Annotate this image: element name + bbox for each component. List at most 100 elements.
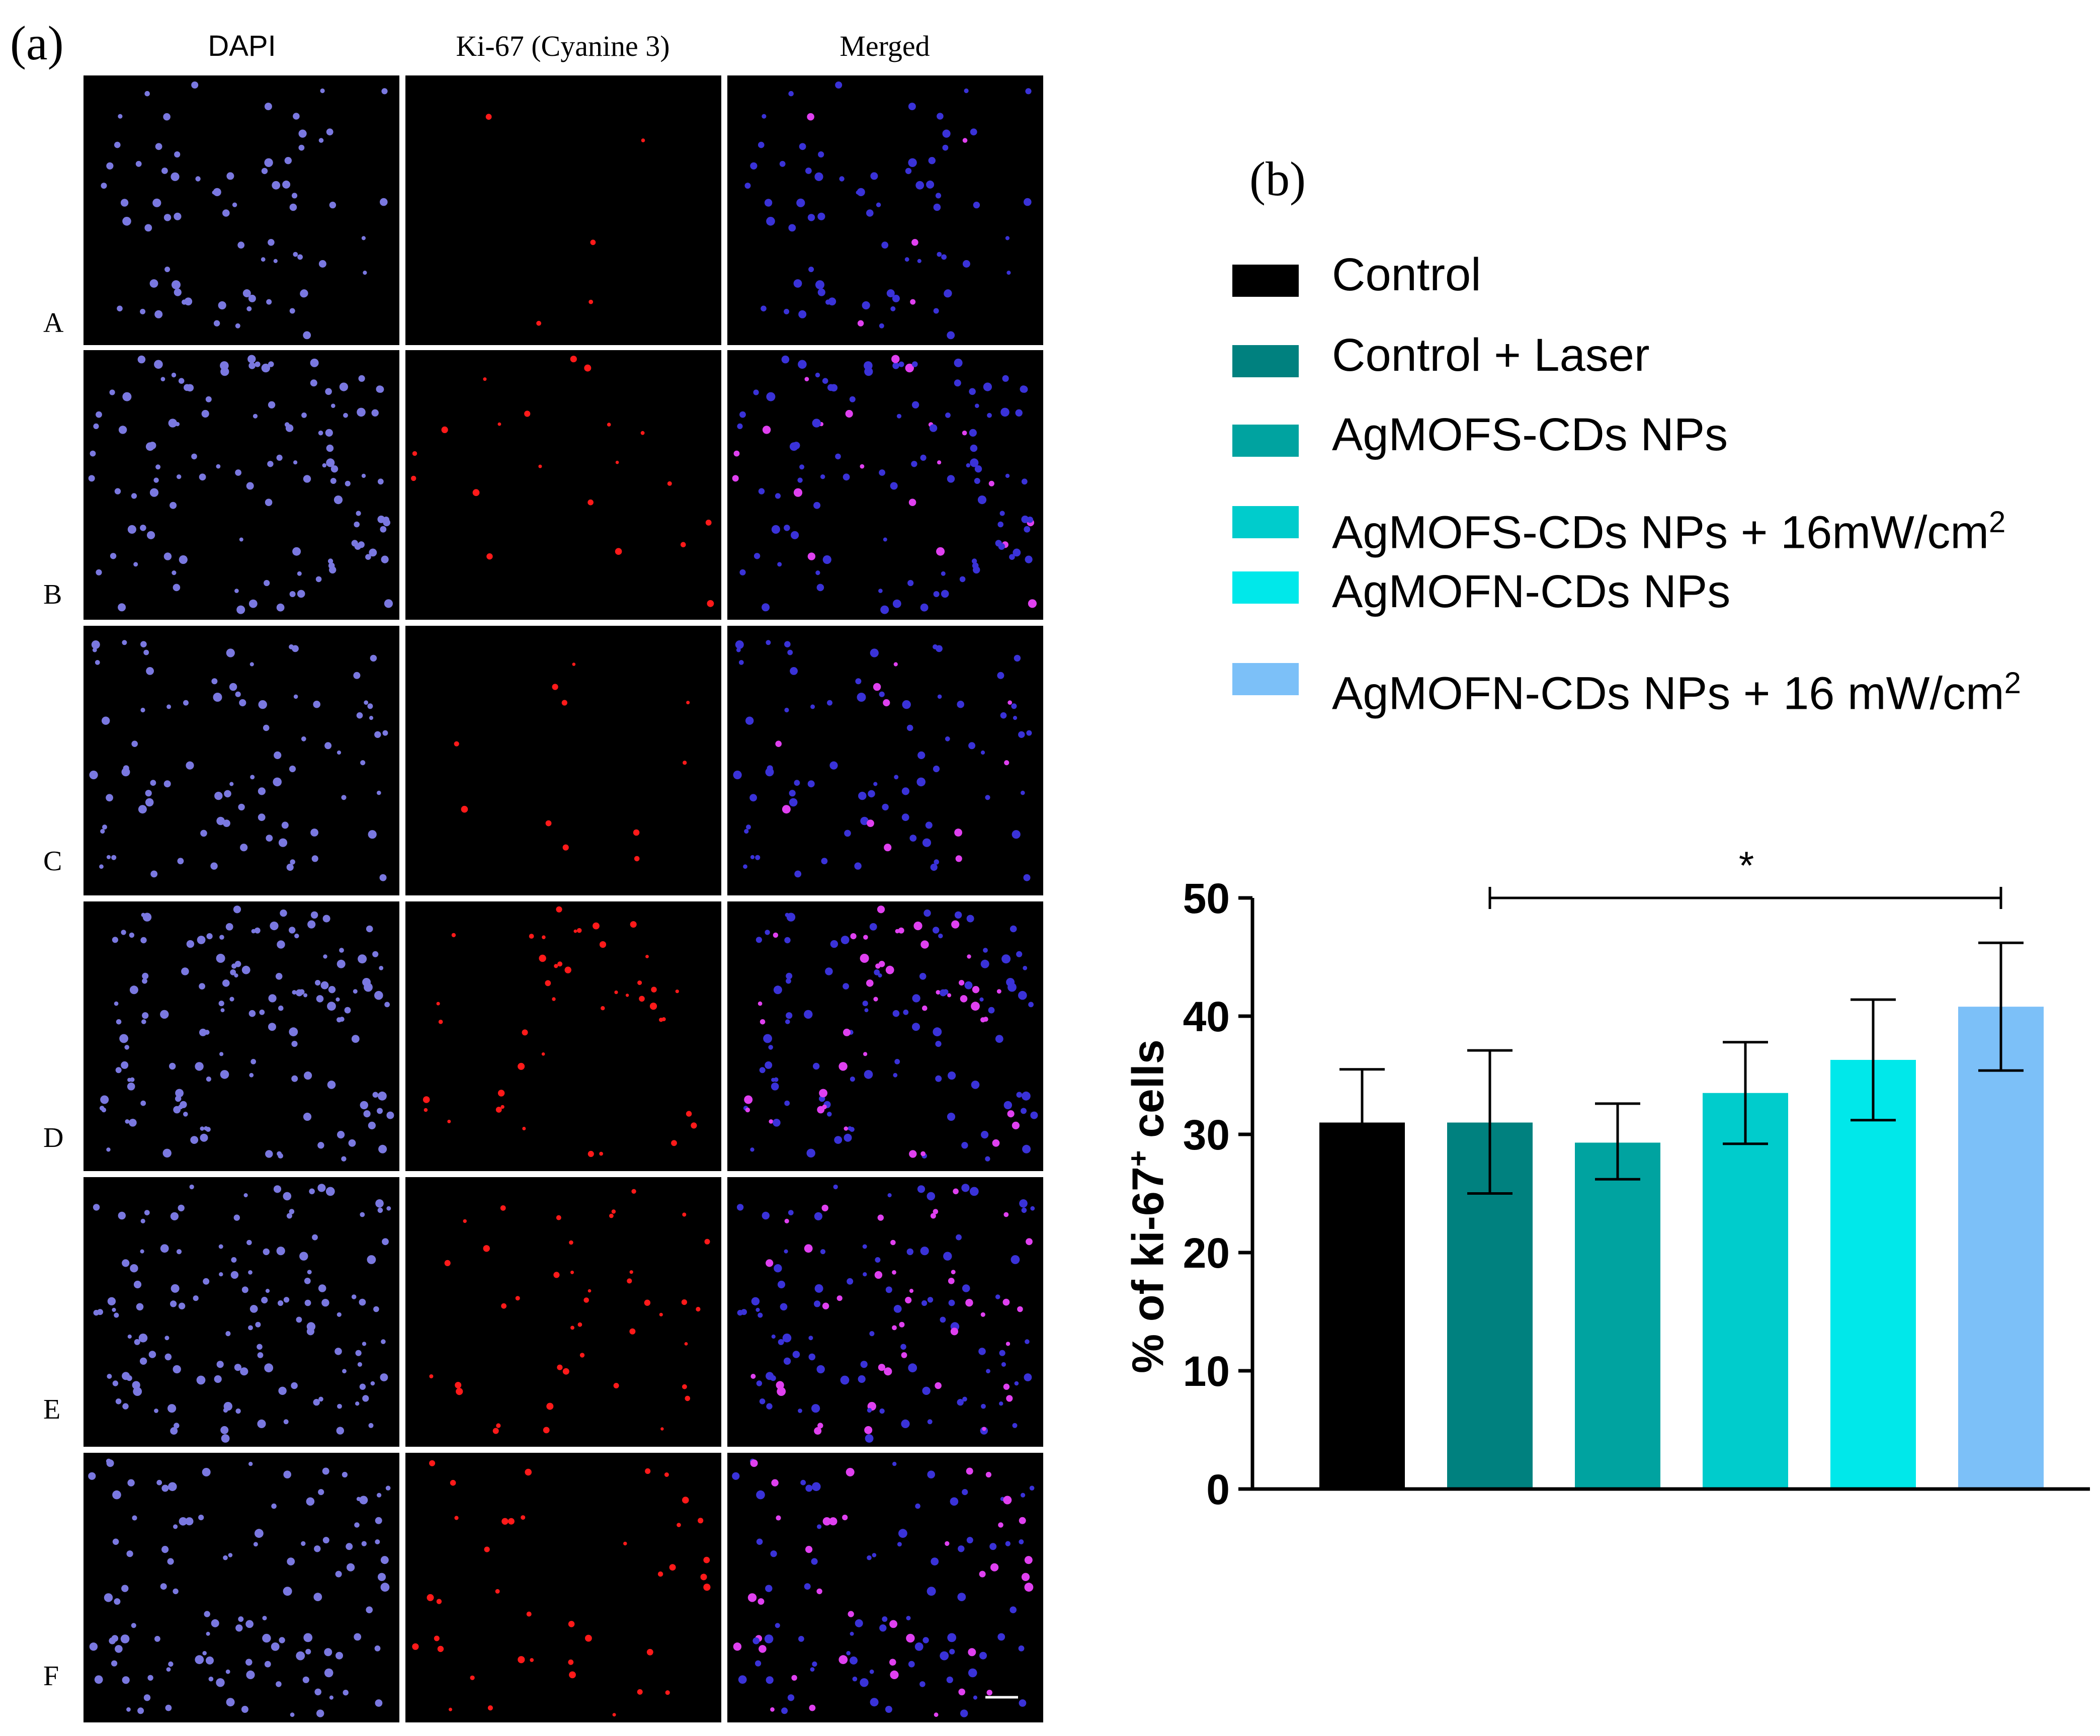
- cell-nucleus: [817, 1423, 823, 1429]
- cell-nucleus: [327, 1002, 336, 1011]
- cell-nucleus: [133, 1280, 142, 1289]
- cell-nucleus: [253, 414, 258, 419]
- cell-nucleus: [970, 444, 978, 452]
- cell-nucleus: [798, 1409, 802, 1413]
- cell-nucleus: [380, 526, 387, 533]
- cell-nucleus: [762, 603, 770, 612]
- cell-nucleus: [909, 1150, 917, 1158]
- cell-nucleus: [205, 396, 212, 402]
- cell-nucleus: [883, 537, 887, 542]
- cell-nucleus: [248, 1270, 253, 1275]
- cell-nucleus: [1007, 982, 1017, 992]
- cell-nucleus: [775, 740, 782, 747]
- cell-nucleus: [379, 966, 384, 970]
- cell-nucleus: [816, 1365, 825, 1374]
- cell-nucleus: [1025, 88, 1032, 95]
- cell-nucleus: [830, 384, 838, 392]
- cell-nucleus: [781, 1707, 788, 1714]
- cell-nucleus: [927, 1419, 933, 1425]
- cell-nucleus: [379, 874, 387, 881]
- cell-nucleus: [807, 780, 815, 788]
- cell-nucleus: [920, 1151, 926, 1156]
- cell-nucleus: [1019, 1539, 1024, 1544]
- cell-nucleus: [848, 1611, 854, 1617]
- cell-nucleus: [808, 267, 814, 272]
- cell-nucleus: [1019, 1517, 1026, 1524]
- cell-nucleus: [216, 1678, 225, 1687]
- cell-nucleus: [782, 1334, 792, 1343]
- cell-nucleus: [259, 1009, 265, 1015]
- cell-nucleus: [983, 948, 988, 953]
- bar: [1319, 1122, 1405, 1489]
- cell-nucleus: [206, 1631, 210, 1636]
- cell-nucleus: [129, 985, 138, 995]
- cell-nucleus: [765, 1061, 773, 1069]
- cell-nucleus: [980, 959, 989, 968]
- cell-nucleus: [214, 1375, 222, 1383]
- cell-nucleus: [232, 202, 237, 207]
- cell-nucleus: [377, 1493, 382, 1498]
- cell-nucleus: [1016, 951, 1023, 957]
- cell-nucleus: [358, 375, 365, 382]
- cell-nucleus: [906, 1248, 913, 1256]
- cell-nucleus: [284, 157, 292, 164]
- cell-nucleus: [230, 969, 236, 975]
- cell-nucleus: [909, 1289, 914, 1293]
- cell-nucleus: [171, 1284, 180, 1293]
- cell-nucleus: [164, 1336, 170, 1341]
- cell-nucleus: [966, 463, 970, 468]
- legend-label: Control: [1332, 249, 1481, 300]
- cell-nucleus: [937, 460, 942, 465]
- cell-nucleus: [129, 932, 135, 938]
- cell-nucleus: [156, 1479, 162, 1485]
- micro-image-d-dapi: [83, 901, 399, 1171]
- cell-nucleus: [310, 911, 318, 919]
- cell-nucleus: [111, 1660, 118, 1667]
- cell-nucleus: [174, 288, 182, 296]
- cell-nucleus: [927, 1587, 936, 1596]
- cell-nucleus: [508, 1518, 515, 1525]
- cell-nucleus: [969, 429, 977, 437]
- cell-nucleus: [845, 409, 853, 418]
- cell-nucleus: [858, 791, 867, 800]
- cell-nucleus: [906, 1616, 911, 1621]
- cell-nucleus: [901, 1352, 907, 1358]
- cell-nucleus: [273, 777, 282, 787]
- cell-nucleus: [1022, 1091, 1031, 1101]
- cell-nucleus: [682, 1384, 687, 1389]
- cell-nucleus: [934, 859, 939, 865]
- cell-nucleus: [384, 599, 393, 608]
- cell-nucleus: [746, 824, 751, 830]
- cell-nucleus: [261, 363, 270, 373]
- cell-nucleus: [800, 1479, 806, 1485]
- bar: [1830, 1059, 1916, 1489]
- cell-nucleus: [143, 1694, 151, 1701]
- cell-nucleus: [378, 1144, 387, 1153]
- cell-nucleus: [750, 855, 755, 859]
- cell-nucleus: [202, 1468, 211, 1476]
- cell-nucleus: [992, 1139, 1000, 1147]
- cell-nucleus: [766, 392, 776, 401]
- cell-nucleus: [300, 289, 308, 298]
- cell-nucleus: [770, 1375, 776, 1381]
- cell-nucleus: [305, 1648, 311, 1655]
- cell-nucleus: [905, 363, 914, 373]
- cell-nucleus: [573, 929, 577, 933]
- micro-image-a-merged: [727, 75, 1043, 345]
- cell-nucleus: [140, 1218, 145, 1223]
- cell-nucleus: [312, 1234, 318, 1241]
- cell-nucleus: [922, 1637, 929, 1643]
- cell-nucleus: [293, 252, 298, 257]
- cell-nucleus: [524, 410, 531, 417]
- cell-nucleus: [456, 1388, 463, 1395]
- cell-nucleus: [114, 1598, 121, 1605]
- cell-nucleus: [770, 1707, 775, 1712]
- cell-nucleus: [579, 1353, 585, 1358]
- cell-nucleus: [777, 1280, 786, 1289]
- column-header-dapi: DAPI: [208, 30, 276, 62]
- cell-nucleus: [106, 162, 114, 170]
- cell-nucleus: [89, 1642, 98, 1651]
- cell-nucleus: [863, 1052, 868, 1056]
- cell-nucleus: [684, 1342, 688, 1346]
- cell-nucleus: [454, 741, 459, 747]
